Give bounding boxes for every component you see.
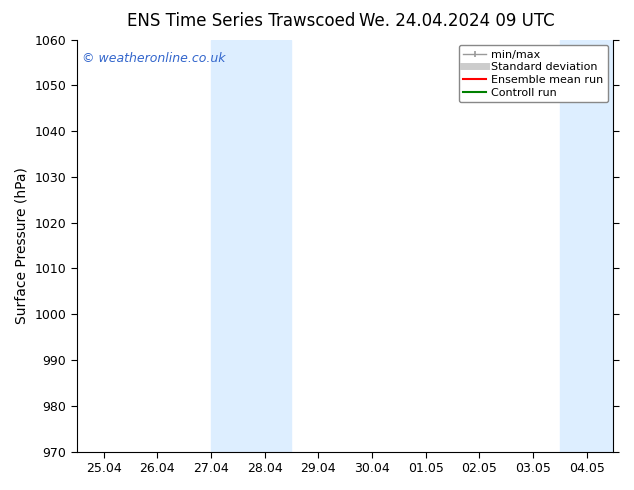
Legend: min/max, Standard deviation, Ensemble mean run, Controll run: min/max, Standard deviation, Ensemble me… <box>459 45 608 102</box>
Text: © weatheronline.co.uk: © weatheronline.co.uk <box>82 52 226 65</box>
Bar <box>211 40 292 452</box>
Text: ENS Time Series Trawscoed: ENS Time Series Trawscoed <box>127 12 355 30</box>
Y-axis label: Surface Pressure (hPa): Surface Pressure (hPa) <box>15 167 29 324</box>
Text: We. 24.04.2024 09 UTC: We. 24.04.2024 09 UTC <box>359 12 554 30</box>
Bar <box>560 40 614 452</box>
